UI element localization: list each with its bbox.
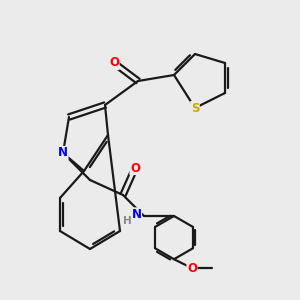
Text: O: O [109, 56, 119, 70]
Text: N: N [58, 146, 68, 160]
Text: N: N [131, 208, 142, 221]
Text: H: H [123, 215, 132, 226]
Text: O: O [130, 161, 140, 175]
Text: O: O [187, 262, 197, 275]
Text: S: S [191, 101, 199, 115]
